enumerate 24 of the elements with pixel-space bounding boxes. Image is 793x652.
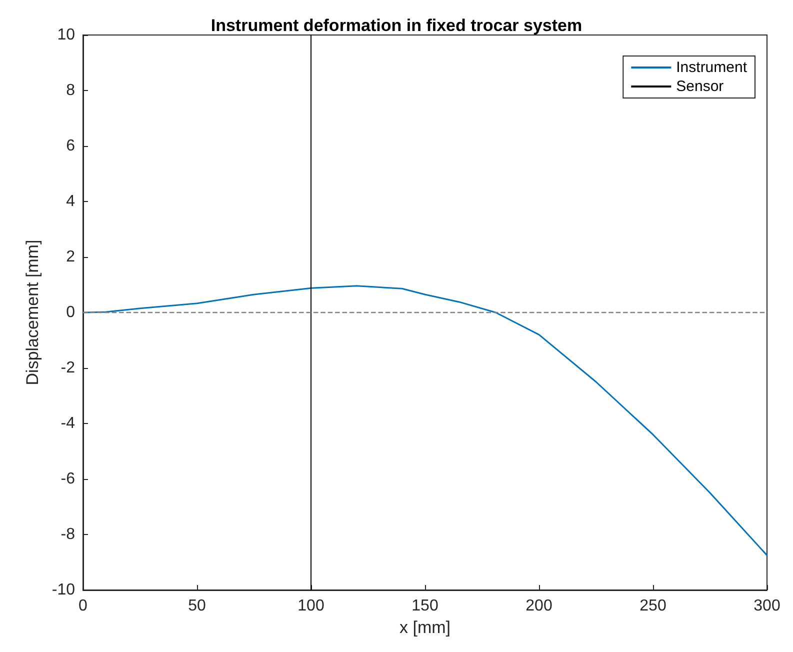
y-tick-label: 4 <box>66 193 76 210</box>
y-tick-label: -6 <box>60 470 76 488</box>
x-tick-label: 200 <box>526 598 552 614</box>
x-axis-title: x [mm] <box>400 618 450 637</box>
legend-label: Instrument <box>676 59 748 76</box>
y-tick-label: -2 <box>60 360 76 376</box>
legend-label: Sensor <box>676 78 724 95</box>
y-tick-label: -4 <box>60 415 76 432</box>
y-tick-label: 0 <box>66 304 76 321</box>
x-tick-label: 250 <box>640 598 666 614</box>
y-tick-label: 8 <box>66 82 76 99</box>
y-tick-label: 2 <box>66 248 76 266</box>
y-tick-label: -10 <box>52 582 76 598</box>
x-tick-label: 0 <box>78 598 88 614</box>
x-tick-label: 150 <box>412 598 438 614</box>
line-series <box>82 285 768 556</box>
x-tick-label: 100 <box>298 598 324 614</box>
y-tick-label: 10 <box>57 26 76 44</box>
x-tick-label: 300 <box>754 598 780 614</box>
y-tick-label: -8 <box>60 526 76 543</box>
y-tick-label: 6 <box>66 138 76 154</box>
chart-title: Instrument deformation in fixed trocar system <box>210 16 582 35</box>
y-axis-title: Displacement [mm] <box>22 240 42 386</box>
x-tick-label: 50 <box>188 598 206 614</box>
